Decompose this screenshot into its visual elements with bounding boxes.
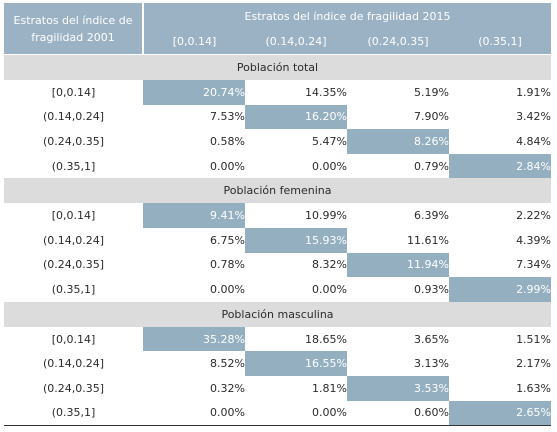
column-header: [0,0.14] [172,35,217,48]
diagonal-value-cell: 35.28% [143,326,245,352]
value-cell: 4.39% [516,233,552,247]
value-cell: 8.52% [210,357,245,371]
value-cell: 0.00% [312,282,347,296]
value-cell: 1.91% [516,85,552,99]
column-header: (0.14,0.24] [265,35,327,48]
value-cell: 1.51% [516,332,552,346]
value-cell: 0.00% [210,159,245,173]
table-row: (0.24,0.35] 0.32% 1.81% 3.53% 1.63% [4,375,552,401]
table-row: (0.24,0.35] 0.78% 8.32% 11.94% 7.34% [4,252,552,278]
diagonal-value-cell: 3.53% [347,375,449,401]
section-title: Población masculina [4,301,552,327]
section-header-row: Población masculina [4,301,552,327]
value-cell: 11.61% [407,233,449,247]
diagonal-value-cell: 11.94% [347,252,449,278]
value-cell: 8.32% [312,258,347,272]
table-row: (0.24,0.35] 0.58% 5.47% 8.26% 4.84% [4,129,551,154]
row-label: (0.24,0.35] [42,134,105,148]
value-cell: 0.58% [210,134,245,148]
row-label: (0.35,1] [51,159,96,173]
value-cell: 0.93% [414,282,449,296]
diagonal-value-cell: 2.99% [449,277,552,302]
value-cell: 0.00% [312,159,347,173]
value-cell: 6.39% [414,209,449,223]
value-cell: 0.00% [143,400,245,427]
row-label: (0.14,0.24] [42,110,105,124]
transition-matrix-table: Estratos del índice de fragilidad 2001 E… [4,3,552,427]
value-cell: 0.00% [210,282,245,296]
value-cell: 18.65% [305,332,347,346]
diagonal-value-cell: 9.41% [143,203,245,228]
row-label: [0,0.14] [51,332,96,346]
table-row: (0.14,0.24] 8.52% 16.55% 3.13% 2.17% [4,351,551,376]
diagonal-value-cell: 16.55% [245,351,347,376]
row-label: (0.24,0.35] [42,258,105,272]
row-header-label: Estratos del índice de fragilidad 2001 [4,3,144,55]
diagonal-value-cell: 20.74% [143,80,245,105]
value-cell: 5.47% [312,134,347,148]
header-row-group: Estratos del índice de fragilidad 2001 E… [4,3,552,55]
section-title: Población femenina [4,178,552,204]
table-row: (0.35,1] 0.00% 0.00% 0.79% 2.84% [4,153,552,179]
column-header: (0.24,0.35] [367,35,429,48]
value-cell: 0.00% [245,400,347,427]
value-cell: 7.53% [210,110,245,124]
value-cell: 2.22% [516,209,552,223]
table-row: [0,0.14] 9.41% 10.99% 6.39% 2.22% [4,203,551,228]
value-cell: 0.60% [347,400,449,427]
value-cell: 0.32% [210,381,245,395]
table-row: (0.35,1] 0.00% 0.00% 0.60% 2.65% [4,400,552,427]
row-label: [0,0.14] [51,85,96,99]
diagonal-value-cell: 2.65% [449,400,552,427]
row-label: (0.14,0.24] [42,233,105,247]
value-cell: 7.34% [516,258,552,272]
value-cell: 3.65% [414,332,449,346]
diagonal-value-cell: 2.84% [449,153,552,179]
value-cell: 6.75% [210,233,245,247]
value-cell: 4.84% [516,134,552,148]
value-cell: 5.19% [414,85,449,99]
value-cell: 10.99% [305,209,347,223]
table-body: Población total [0,0.14] 20.74% 14.35% 5.19%… [4,54,552,427]
value-cell: 3.42% [516,110,552,124]
value-cell: 14.35% [305,85,347,99]
value-cell: 2.17% [516,357,552,371]
value-cell: 1.81% [312,381,347,395]
value-cell: 1.63% [516,381,552,395]
section-header-row: Población total [4,54,552,80]
row-label: (0.14,0.24] [42,357,105,371]
row-label: [0,0.14] [51,209,96,223]
column-group-header: Estratos del índice de fragilidad 2015 [244,9,451,23]
value-cell: 7.90% [414,110,449,124]
diagonal-value-cell: 15.93% [245,227,347,253]
value-cell: 3.13% [414,357,449,371]
row-label: (0.24,0.35] [42,381,105,395]
value-cell: 0.78% [210,258,245,272]
column-header: (0.35,1] [478,35,522,48]
section-header-row: Población femenina [4,178,552,204]
table-row: (0.14,0.24] 7.53% 16.20% 7.90% 3.42% [4,104,552,130]
table-row: (0.35,1] 0.00% 0.00% 0.93% 2.99% [4,277,552,302]
table-row: (0.14,0.24] 6.75% 15.93% 11.61% 4.39% [4,227,552,253]
section-title: Población total [4,54,552,80]
diagonal-value-cell: 16.20% [245,104,347,130]
table-row: [0,0.14] 20.74% 14.35% 5.19% 1.91% [4,80,551,105]
table-row: [0,0.14] 35.28% 18.65% 3.65% 1.51% [4,326,552,352]
row-label: (0.35,1] [4,400,143,427]
value-cell: 0.79% [414,159,449,173]
row-label: (0.35,1] [51,282,96,296]
diagonal-value-cell: 8.26% [347,129,449,154]
